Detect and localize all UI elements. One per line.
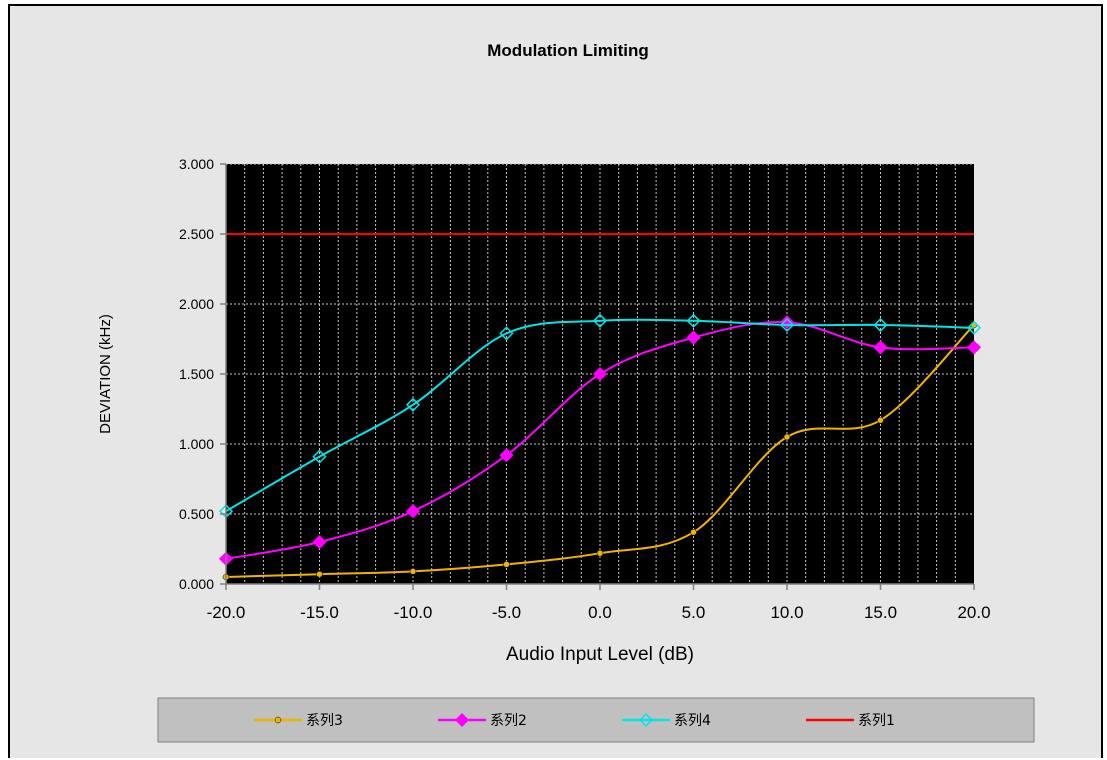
series-point [596, 549, 604, 557]
x-axis-title: Audio Input Level (dB) [506, 644, 694, 665]
y-tick-label: 3.000 [179, 156, 214, 172]
y-tick-label: 2.000 [179, 296, 214, 312]
chart-svg: Modulation Limiting 0.000 0.500 1.000 1.500… [97, 41, 1035, 743]
series-point [503, 561, 510, 568]
x-tick-label: 20.0 [957, 603, 990, 622]
series-point [873, 340, 888, 355]
series-layer [218, 233, 982, 581]
legend-item: 系列4 [622, 712, 711, 729]
x-tick-labels: -20.0 -15.0 -10.0 -5.0 0.0 5.0 10.0 15.0 20.0 [207, 603, 991, 622]
series-point [686, 313, 701, 328]
series-point [499, 326, 514, 341]
x-tick-label: 15.0 [864, 603, 897, 622]
series-point [316, 570, 323, 578]
legend-label: 系列2 [490, 713, 527, 729]
series-point [779, 317, 795, 333]
x-tick-label: -15.0 [300, 603, 339, 622]
series-point [783, 433, 791, 441]
x-tick-label: -5.0 [492, 603, 521, 622]
y-tick-label: 0.500 [179, 506, 214, 522]
series-point [873, 317, 888, 333]
y-axis-title: DEVIATION (kHz) [97, 314, 114, 434]
chart-frame: Modulation Limiting 0.000 0.500 1.000 1.500… [8, 4, 1103, 758]
x-tick-label: 0.0 [588, 603, 612, 622]
legend-item: 系列3 [254, 713, 343, 729]
series-point [409, 568, 417, 575]
legend-label: 系列4 [674, 713, 711, 729]
y-tick-label: 1.000 [179, 436, 214, 452]
legend-point [454, 712, 470, 728]
x-tick-label: 10.0 [770, 603, 803, 622]
x-tick-label: -20.0 [207, 603, 246, 622]
y-tick-label: 1.500 [179, 366, 214, 382]
legend-item: 系列2 [438, 712, 527, 729]
series-point [592, 313, 608, 328]
series-point [686, 330, 701, 345]
series-2 [218, 315, 982, 566]
series-point [405, 504, 421, 519]
x-tick-label: -10.0 [394, 603, 433, 622]
chart-title: Modulation Limiting [487, 41, 648, 60]
series-point [592, 366, 608, 382]
legend-box [157, 697, 1035, 743]
series-point [690, 528, 697, 536]
series-1 [222, 321, 978, 581]
axes [220, 163, 975, 590]
legend-label: 系列3 [306, 713, 343, 729]
series-point [499, 448, 514, 463]
legend: 系列3 系列2 系列4 系列1 [157, 697, 1035, 743]
legend-point [274, 716, 282, 724]
series-point [405, 397, 421, 412]
y-tick-labels: 0.000 0.500 1.000 1.500 2.000 2.500 3.000 [179, 156, 214, 592]
series-point [877, 416, 884, 424]
y-tick-label: 0.000 [179, 576, 214, 592]
legend-point [638, 712, 654, 728]
series-point [312, 449, 327, 464]
legend-label: 系列1 [858, 713, 895, 729]
series-point [966, 320, 982, 335]
y-tick-label: 2.500 [179, 226, 214, 242]
series-line [225, 324, 975, 578]
series-point [966, 340, 982, 355]
series-point [312, 534, 327, 550]
x-tick-label: 5.0 [682, 603, 706, 622]
legend-item: 系列1 [806, 713, 895, 729]
